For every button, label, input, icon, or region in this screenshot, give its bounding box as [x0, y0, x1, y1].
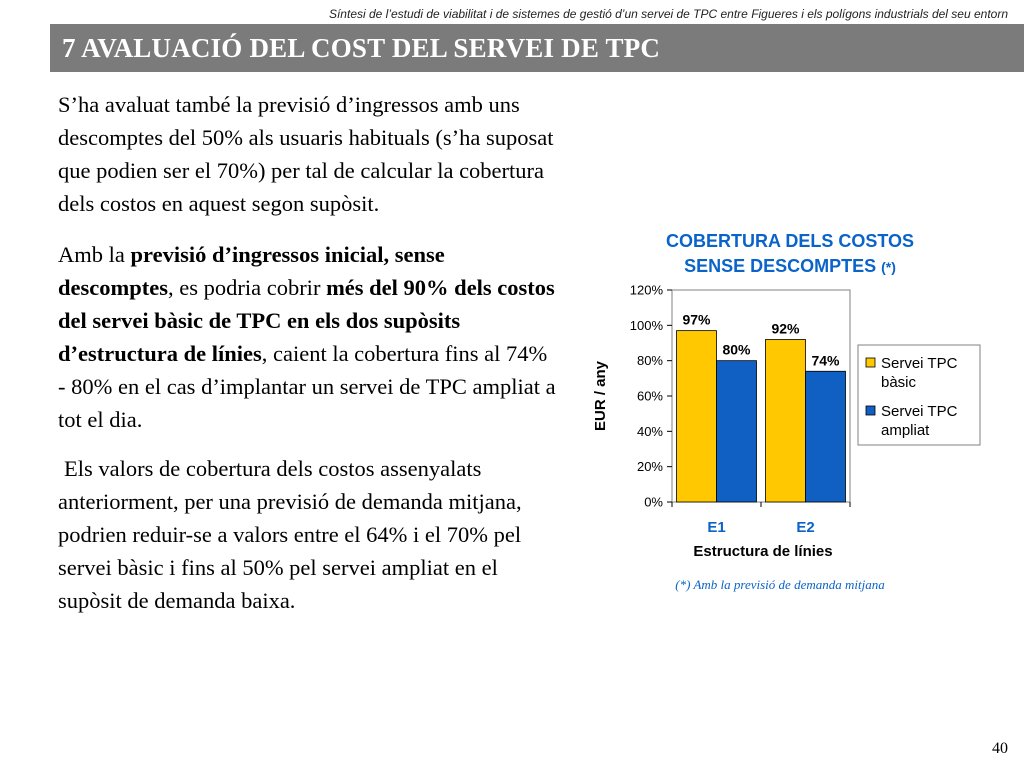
chart-title-line-2: SENSE DESCOMPTES (*) — [600, 254, 980, 280]
paragraph-2-emphasis-2: més del 90% dels costos del servei bàsic… — [58, 275, 555, 366]
chart-title: COBERTURA DELS COSTOS SENSE DESCOMPTES (… — [600, 229, 980, 280]
data-label: 92% — [771, 320, 800, 336]
y-tick-label: 40% — [637, 424, 663, 439]
x-tick-label: E1 — [707, 519, 725, 536]
paragraph-2-part-c: , es podria cobrir — [167, 275, 327, 300]
bar — [805, 370, 846, 503]
paragraph-3: Els valors de cobertura dels costos asse… — [58, 456, 522, 613]
legend-label: Servei TPC — [881, 355, 958, 372]
bar — [765, 339, 806, 503]
legend-swatch — [865, 405, 876, 416]
y-tick-label: 100% — [630, 318, 664, 333]
page-number: 40 — [992, 740, 1008, 757]
x-tick-label: E2 — [796, 519, 814, 536]
y-tick-label: 120% — [630, 283, 664, 298]
slide-title: 7 AVALUACIÓ DEL COST DEL SERVEI DE TPC — [62, 32, 661, 63]
legend-swatch — [865, 357, 876, 368]
legend-label: Servei TPC — [881, 403, 958, 420]
paragraph-2-part-a: Amb la — [58, 242, 131, 267]
data-label: 80% — [722, 342, 751, 358]
paragraph-2-part-e: , caient la cobertura fins al 74% - 80% … — [58, 341, 556, 432]
y-tick-label: 0% — [644, 495, 663, 510]
y-tick-label: 60% — [637, 389, 663, 404]
y-tick-label: 20% — [637, 459, 663, 474]
data-label: 74% — [811, 352, 840, 368]
chart-title-note: (*) — [881, 259, 896, 275]
chart-title-line-1: COBERTURA DELS COSTOS — [665, 231, 915, 251]
paragraph-2-emphasis-1: previsió d’ingressos inicial, sense desc… — [58, 242, 445, 300]
bar — [676, 330, 717, 503]
bar — [716, 360, 757, 503]
legend-label: ampliat — [881, 422, 930, 439]
y-tick-label: 80% — [637, 353, 663, 368]
paragraph-1: S’ha avaluat també la previsió d’ingress… — [58, 92, 554, 216]
legend-box — [857, 344, 981, 446]
data-label: 97% — [682, 312, 711, 328]
chart-footnote: (*) Amb la previsió de demanda mitjana — [675, 577, 885, 592]
paragraph-2: Amb la previsió d’ingressos inicial, sen… — [58, 238, 558, 436]
y-axis-title: EUR / any — [592, 360, 609, 431]
legend-label: bàsic — [881, 374, 917, 391]
body-text: S’ha avaluat també la previsió d’ingress… — [58, 88, 558, 635]
document-header: Síntesi de l’estudi de viabilitat i de s… — [328, 7, 1008, 21]
x-axis-title: Estructura de línies — [693, 543, 832, 560]
title-bar: 7 AVALUACIÓ DEL COST DEL SERVEI DE TPC — [50, 24, 1024, 72]
chart-title-line-2-text: SENSE DESCOMPTES — [684, 256, 877, 276]
